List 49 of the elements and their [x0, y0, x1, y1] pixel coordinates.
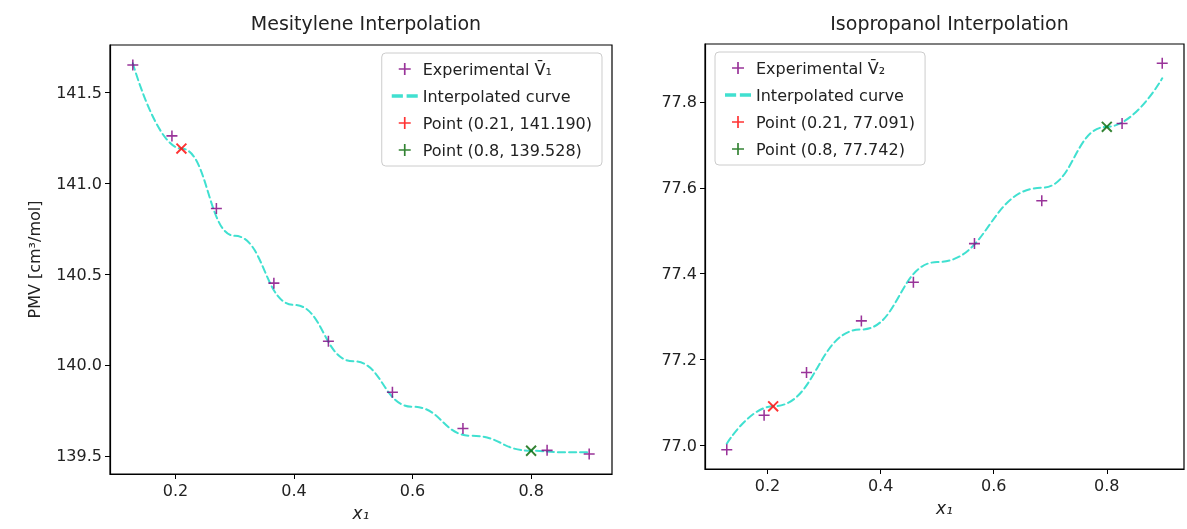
x-tick-label: 0.6 [980, 475, 1007, 495]
y-tick-label: 140.5 [56, 264, 102, 284]
y-tick-label: 141.5 [56, 82, 102, 102]
y-tick-label: 77.8 [661, 92, 697, 112]
point [166, 130, 178, 142]
point [721, 444, 733, 456]
point [175, 142, 188, 155]
legend-label: Point (0.21, 141.190) [422, 113, 593, 133]
x-tick-label: 0.8 [518, 480, 544, 500]
x-axis-title: x₁ [935, 497, 953, 518]
y-tick-label: 139.5 [56, 446, 102, 466]
legend-label: Point (0.21, 77.091) [756, 112, 916, 132]
y-tick-label: 77.6 [661, 178, 697, 198]
point [541, 444, 553, 456]
legend-label: Experimental V̄₁ [422, 59, 552, 79]
point [525, 445, 537, 457]
point [386, 386, 398, 398]
point [583, 448, 595, 460]
y-tick-label: 77.0 [661, 435, 697, 455]
x-tick-label: 0.4 [867, 475, 894, 495]
y-tick-label: 77.2 [661, 350, 697, 370]
chart-title: Mesitylene Interpolation [250, 11, 482, 34]
legend-label: Point (0.8, 139.528) [422, 140, 582, 160]
point [1156, 57, 1168, 69]
point [268, 277, 280, 289]
legend-label: Experimental V̄₂ [756, 58, 886, 78]
x-tick-label: 0.4 [281, 480, 307, 500]
point [855, 315, 867, 327]
point [1101, 121, 1113, 133]
point [457, 423, 469, 435]
x-tick-label: 0.8 [1094, 475, 1120, 495]
legend-label: Interpolated curve [422, 86, 571, 106]
point [127, 59, 139, 71]
y-axis-title: PMV [cm³/mol] [24, 200, 44, 319]
point [1116, 117, 1128, 129]
x-tick-label: 0.2 [162, 480, 189, 500]
point [1036, 195, 1048, 207]
x-tick-label: 0.6 [399, 480, 426, 500]
y-tick-label: 77.4 [661, 264, 697, 284]
point [907, 276, 919, 288]
chart-title: Isopropanol Interpolation [830, 11, 1069, 34]
legend-label: Interpolated curve [756, 85, 904, 105]
y-tick-label: 140.0 [56, 355, 102, 375]
x-axis-title: x₁ [351, 502, 370, 523]
point [758, 409, 770, 421]
y-tick-label: 141.0 [56, 173, 102, 193]
legend-label: Point (0.8, 77.742) [756, 139, 905, 159]
point [767, 400, 779, 412]
x-tick-label: 0.2 [754, 475, 781, 495]
